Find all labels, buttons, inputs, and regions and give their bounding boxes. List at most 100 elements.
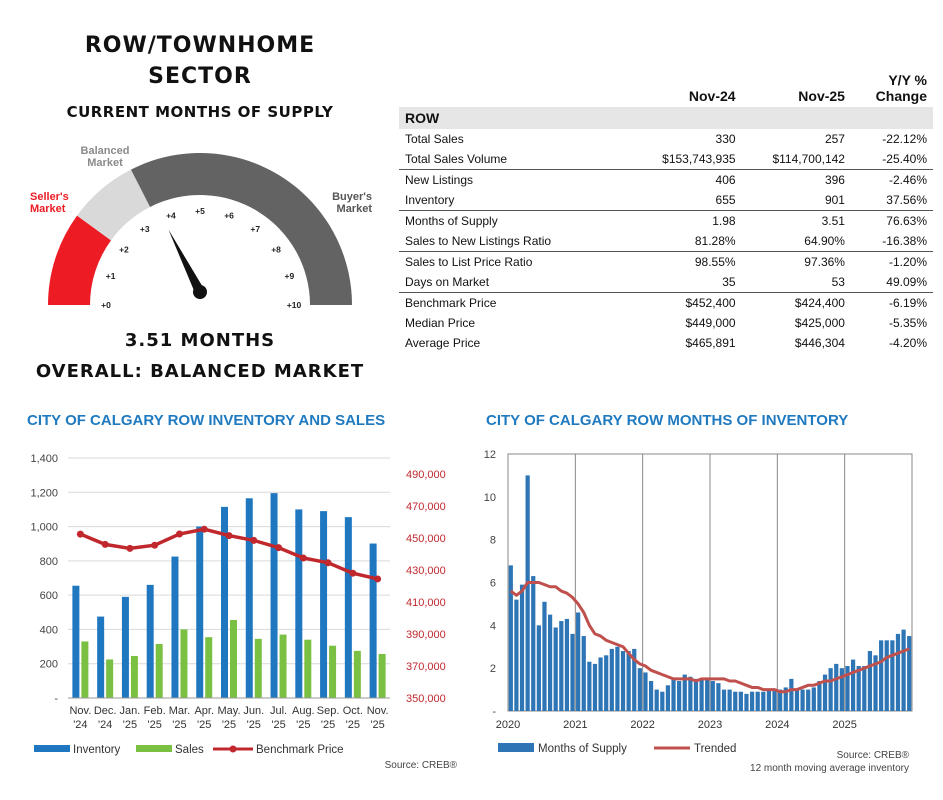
x-axis-tick: '24 <box>98 719 112 731</box>
header-yy-line2: Change <box>875 88 927 104</box>
sales-bar <box>180 629 188 698</box>
row-value: -6.19% <box>888 296 927 310</box>
gauge-tick-label: +6 <box>224 211 234 221</box>
legend-label-sales: Sales <box>175 744 204 756</box>
right-chart-source-note: 12 month moving average inventory <box>750 763 909 774</box>
x-axis-tick: 2022 <box>630 719 654 731</box>
x-axis-tick: Dec. <box>94 705 117 717</box>
legend-label-months: Months of Supply <box>538 743 627 755</box>
row-value: 53 <box>741 272 851 293</box>
months-supply-bar <box>693 678 699 711</box>
months-inventory-chart-title: CITY OF CALGARY ROW MONTHS OF INVENTORY <box>486 412 849 429</box>
right-axis-tick: 370,000 <box>406 661 446 673</box>
gauge-zone-label: Market <box>337 203 373 215</box>
x-axis-tick: '25 <box>172 719 186 731</box>
benchmark-price-point <box>324 559 332 567</box>
right-axis-tick: 470,000 <box>406 501 446 513</box>
gauge-zone-label: Buyer's <box>332 191 372 203</box>
inventory-bar <box>72 585 80 698</box>
left-axis-tick: 200 <box>40 659 58 671</box>
row-value: -1.20% <box>888 255 927 269</box>
gauge-zone-label: Balanced <box>81 145 130 157</box>
benchmark-price-point <box>76 530 84 538</box>
table-row: Total Sales 330 257 -22.12% <box>399 129 933 149</box>
x-axis-tick: 2020 <box>496 719 520 731</box>
y-axis-tick: 8 <box>490 535 496 547</box>
sales-bar <box>304 639 312 698</box>
gauge-zone-label: Market <box>87 157 123 169</box>
months-supply-bar <box>733 691 738 711</box>
months-supply-bar <box>648 681 654 711</box>
sales-bar <box>329 645 337 698</box>
inventory-bar <box>369 543 377 698</box>
x-axis-tick: '25 <box>222 719 236 731</box>
x-axis-tick: Nov. <box>69 705 91 717</box>
row-value: $153,743,935 <box>631 149 742 170</box>
gauge-ticks: +0 +1 +2 +3 +4 +5 +6 +7 +8 +9 +10 <box>101 206 301 310</box>
gauge-zone-label: Market <box>30 203 66 215</box>
row-label: Average Price <box>405 336 481 350</box>
gauge-tick-label: +10 <box>287 300 302 310</box>
x-axis-tick: 2023 <box>698 719 722 731</box>
months-supply-bar <box>609 648 614 711</box>
gauge-tick-label: +2 <box>119 245 129 255</box>
row-value: 81.28% <box>631 231 742 252</box>
benchmark-price-point <box>175 530 183 538</box>
months-supply-bar <box>525 475 530 711</box>
months-supply-bar <box>721 689 727 711</box>
months-supply-bar <box>665 685 671 711</box>
page-title: ROW/TOWNHOME SECTOR <box>20 30 380 92</box>
x-axis-tick: '25 <box>296 719 310 731</box>
row-value: $424,400 <box>794 296 845 310</box>
x-axis-tick: Jul. <box>270 705 287 717</box>
months-supply-bar <box>514 599 519 711</box>
y-axis-tick: 2 <box>490 663 496 675</box>
sales-bar <box>106 659 114 698</box>
trended-line <box>509 581 910 694</box>
sales-bar <box>279 634 287 698</box>
months-supply-bar <box>626 651 631 711</box>
benchmark-price-point <box>200 525 208 533</box>
months-supply-bar <box>576 612 581 711</box>
table-row: Total Sales Volume $153,743,935 $114,700,1… <box>399 149 933 170</box>
legend-marker-benchmark <box>229 745 237 753</box>
months-supply-bar <box>822 674 828 711</box>
right-chart-legend: Months of Supply Trended <box>498 743 736 755</box>
header-yy-line1: Y/Y % <box>888 72 927 88</box>
row-label: Median Price <box>405 316 476 330</box>
months-supply-bar <box>592 663 598 711</box>
table-body: ROW Total Sales 330 257 -22.12% Total Sales V… <box>399 107 933 353</box>
inventory-bar <box>344 517 352 698</box>
legend-label-trended: Trended <box>694 743 736 755</box>
months-supply-bar <box>800 689 805 711</box>
gauge-subtitle: CURRENT MONTHS OF SUPPLY <box>66 103 334 121</box>
x-axis-tick: Apr. <box>194 705 214 717</box>
legend-swatch-sales <box>136 745 172 752</box>
left-chart-grid <box>68 457 390 699</box>
months-supply-bar <box>901 629 906 711</box>
left-axis-tick: - <box>54 693 58 705</box>
header-empty <box>399 66 631 107</box>
supply-gauge: +0+1+2+3+4 +5 +6+7+8+9+10 Seller'sMarketBa… <box>30 145 373 310</box>
x-axis-tick: '25 <box>370 719 384 731</box>
months-supply-bar <box>828 668 833 711</box>
table-row: Average Price $465,891 $446,304 -4.20% <box>399 333 933 353</box>
x-axis-tick: Oct. <box>343 705 363 717</box>
x-axis-tick: '24 <box>73 719 87 731</box>
title-line-2: SECTOR <box>148 64 252 89</box>
row-value: -5.35% <box>888 316 927 330</box>
row-value: 396 <box>824 173 845 187</box>
months-supply-bar <box>817 681 822 711</box>
row-value: 1.98 <box>712 214 736 228</box>
months-supply-bar <box>738 691 743 711</box>
x-axis-tick: '25 <box>197 719 211 731</box>
gauge-zone-arc <box>77 169 151 241</box>
gauge-tick-label: +7 <box>250 224 260 234</box>
legend-label-inventory: Inventory <box>73 744 121 756</box>
x-axis-tick: '25 <box>321 719 335 731</box>
months-supply-bar <box>620 651 626 711</box>
x-axis-tick: 2025 <box>832 719 856 731</box>
right-chart-bars <box>508 475 912 711</box>
table-section-row: ROW <box>399 107 933 129</box>
table-section-label: ROW <box>399 107 933 129</box>
